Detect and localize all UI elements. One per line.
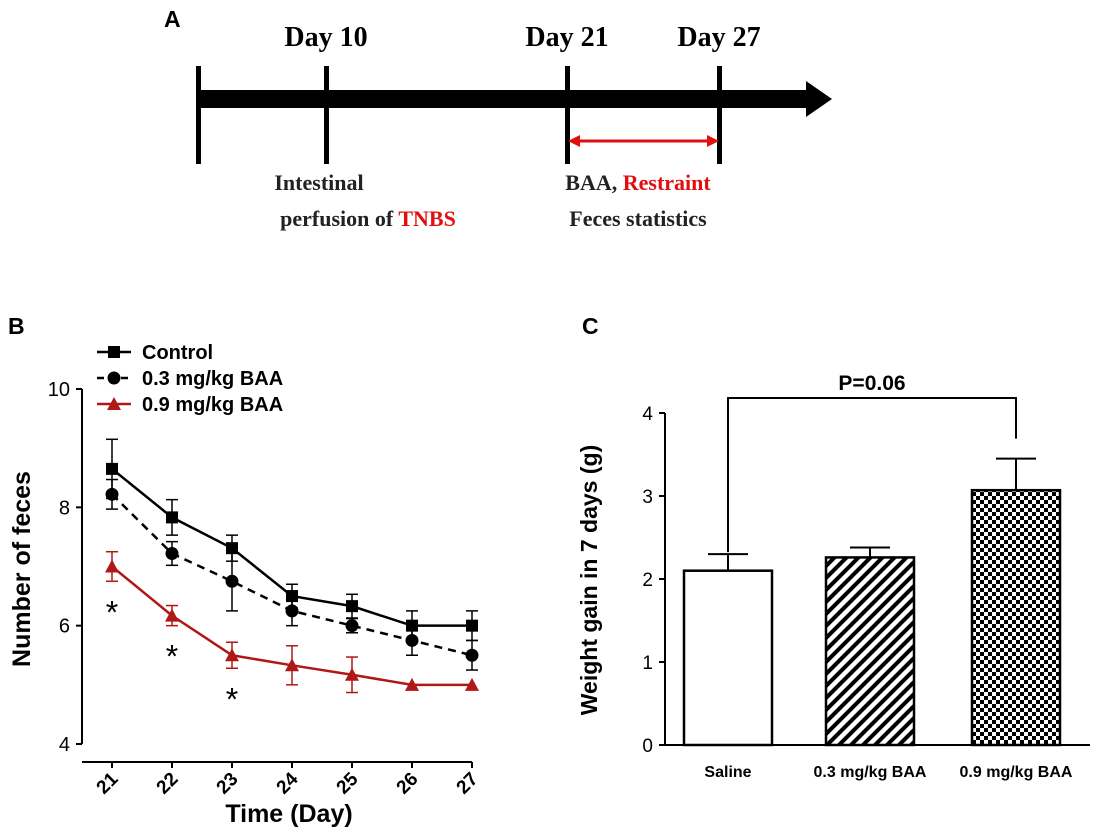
panel-b: B 4 6 8 10 21 22 23 24 25 26 27 * * * Control 0.3 mg… [8, 313, 483, 828]
y-tick-label: 4 [642, 404, 653, 425]
series-0-9-mg-kg-baa [105, 550, 479, 694]
day21-label: Day 21 [525, 22, 608, 53]
baa-desc-line2: Feces statistics [569, 206, 707, 231]
x-tick-label: 21 [93, 768, 123, 798]
y-tick-label: 2 [642, 570, 653, 591]
baa-desc-prefix: BAA, [565, 170, 622, 195]
series [105, 438, 479, 694]
triangle-marker [107, 397, 121, 410]
panel-b-label: B [8, 313, 25, 339]
treatment-span-right-arrow [707, 135, 719, 147]
p-value-bracket: P=0.06 [727, 372, 1017, 553]
y-axis-label: Weight gain in 7 days (g) [576, 445, 602, 716]
triangle-marker [345, 667, 359, 681]
triangle-marker [285, 658, 299, 672]
tnbs-desc-prefix: perfusion of [280, 206, 398, 231]
panel-c: C 0 1 2 3 4 Saline 0.3 mg/kg BAA 0.9 mg/kg BAA… [576, 313, 1090, 781]
square-marker [166, 511, 178, 524]
legend-label: 0.9 mg/kg BAA [142, 394, 283, 416]
square-marker [106, 462, 118, 475]
circle-marker [105, 487, 119, 501]
axes [81, 389, 472, 763]
y-tick-label: 6 [59, 616, 70, 638]
day10-label: Day 10 [284, 22, 367, 53]
significance-star: * [166, 639, 178, 675]
x-tick-label: 24 [273, 768, 303, 798]
bar-saline [682, 569, 774, 747]
triangle-marker [105, 559, 119, 573]
x-tick-label: 22 [153, 769, 183, 799]
y-tick-label: 3 [642, 487, 653, 508]
triangle-marker [465, 677, 479, 691]
x-tick-label: 26 [393, 769, 423, 799]
tnbs-desc-line2: perfusion of TNBS [280, 206, 456, 231]
panel-c-label: C [582, 313, 599, 339]
y-tick-label: 0 [642, 736, 653, 757]
feces-line-chart: 4 6 8 10 21 22 23 24 25 26 27 * * * Control 0.3 mg/k… [48, 342, 483, 798]
triangle-marker [405, 677, 419, 691]
square-marker [346, 600, 358, 613]
timeline-arrow-head [806, 81, 832, 117]
y-ticks: 0 1 2 3 4 [642, 404, 665, 757]
bar-0-3-mg-kg-baa [824, 556, 916, 747]
bars [682, 457, 1062, 747]
timeline-arrow-shaft [198, 90, 810, 108]
legend: Control 0.3 mg/kg BAA 0.9 mg/kg BAA [97, 342, 283, 416]
circle-marker [225, 574, 239, 588]
circle-marker [345, 619, 359, 633]
x-ticks: Saline 0.3 mg/kg BAA 0.9 mg/kg BAA [704, 764, 1072, 781]
triangle-marker [165, 608, 179, 622]
series-0-3-mg-kg-baa [105, 478, 479, 671]
day21-tick [565, 66, 570, 164]
y-tick-label: 4 [59, 734, 70, 756]
legend-label: 0.3 mg/kg BAA [142, 368, 283, 390]
x-axis-label: Time (Day) [225, 800, 352, 828]
p-value-label: P=0.06 [838, 372, 905, 395]
y-tick-label: 8 [59, 497, 70, 519]
circle-marker [405, 633, 419, 647]
x-tick-label: Saline [704, 764, 751, 781]
legend-label: Control [142, 342, 213, 364]
x-tick-label: 23 [213, 769, 243, 799]
weight-bar-chart: 0 1 2 3 4 Saline 0.3 mg/kg BAA 0.9 mg/kg BAA P… [642, 372, 1090, 781]
y-tick-label: 10 [48, 379, 70, 401]
panel-a-label: A [164, 6, 181, 32]
y-axis-label: Number of feces [8, 471, 36, 667]
triangle-marker [225, 648, 239, 662]
bracket-line [727, 397, 1017, 553]
day27-label: Day 27 [677, 22, 760, 53]
treatment-span-left-arrow [568, 135, 580, 147]
day27-tick [717, 66, 722, 164]
y-tick-label: 1 [642, 653, 653, 674]
significance-star: * [226, 681, 238, 717]
y-ticks: 4 6 8 10 [48, 379, 82, 756]
significance-stars: * * * [106, 594, 238, 717]
restraint-highlight: Restraint [623, 170, 712, 195]
x-ticks: 21 22 23 24 25 26 27 [93, 762, 483, 798]
x-tick-label: 0.9 mg/kg BAA [960, 764, 1073, 781]
square-marker [108, 346, 120, 358]
circle-marker [107, 371, 121, 385]
square-marker [466, 619, 478, 632]
day10-tick [324, 66, 329, 164]
circle-marker [285, 604, 299, 618]
circle-marker [165, 546, 179, 560]
tnbs-highlight: TNBS [398, 206, 455, 231]
significance-star: * [106, 594, 118, 630]
bar-0-9-mg-kg-baa [970, 488, 1062, 747]
circle-marker [465, 648, 479, 662]
x-tick-label: 27 [453, 769, 483, 799]
baa-desc-line1: BAA, Restraint [565, 170, 711, 195]
timeline-start-tick [196, 66, 201, 164]
x-tick-label: 25 [333, 768, 363, 798]
tnbs-desc-line1: Intestinal [274, 170, 363, 195]
panel-a: A Day 10 Day 21 Day 27 Intestinal perfus… [164, 6, 832, 231]
x-tick-label: 0.3 mg/kg BAA [814, 764, 927, 781]
